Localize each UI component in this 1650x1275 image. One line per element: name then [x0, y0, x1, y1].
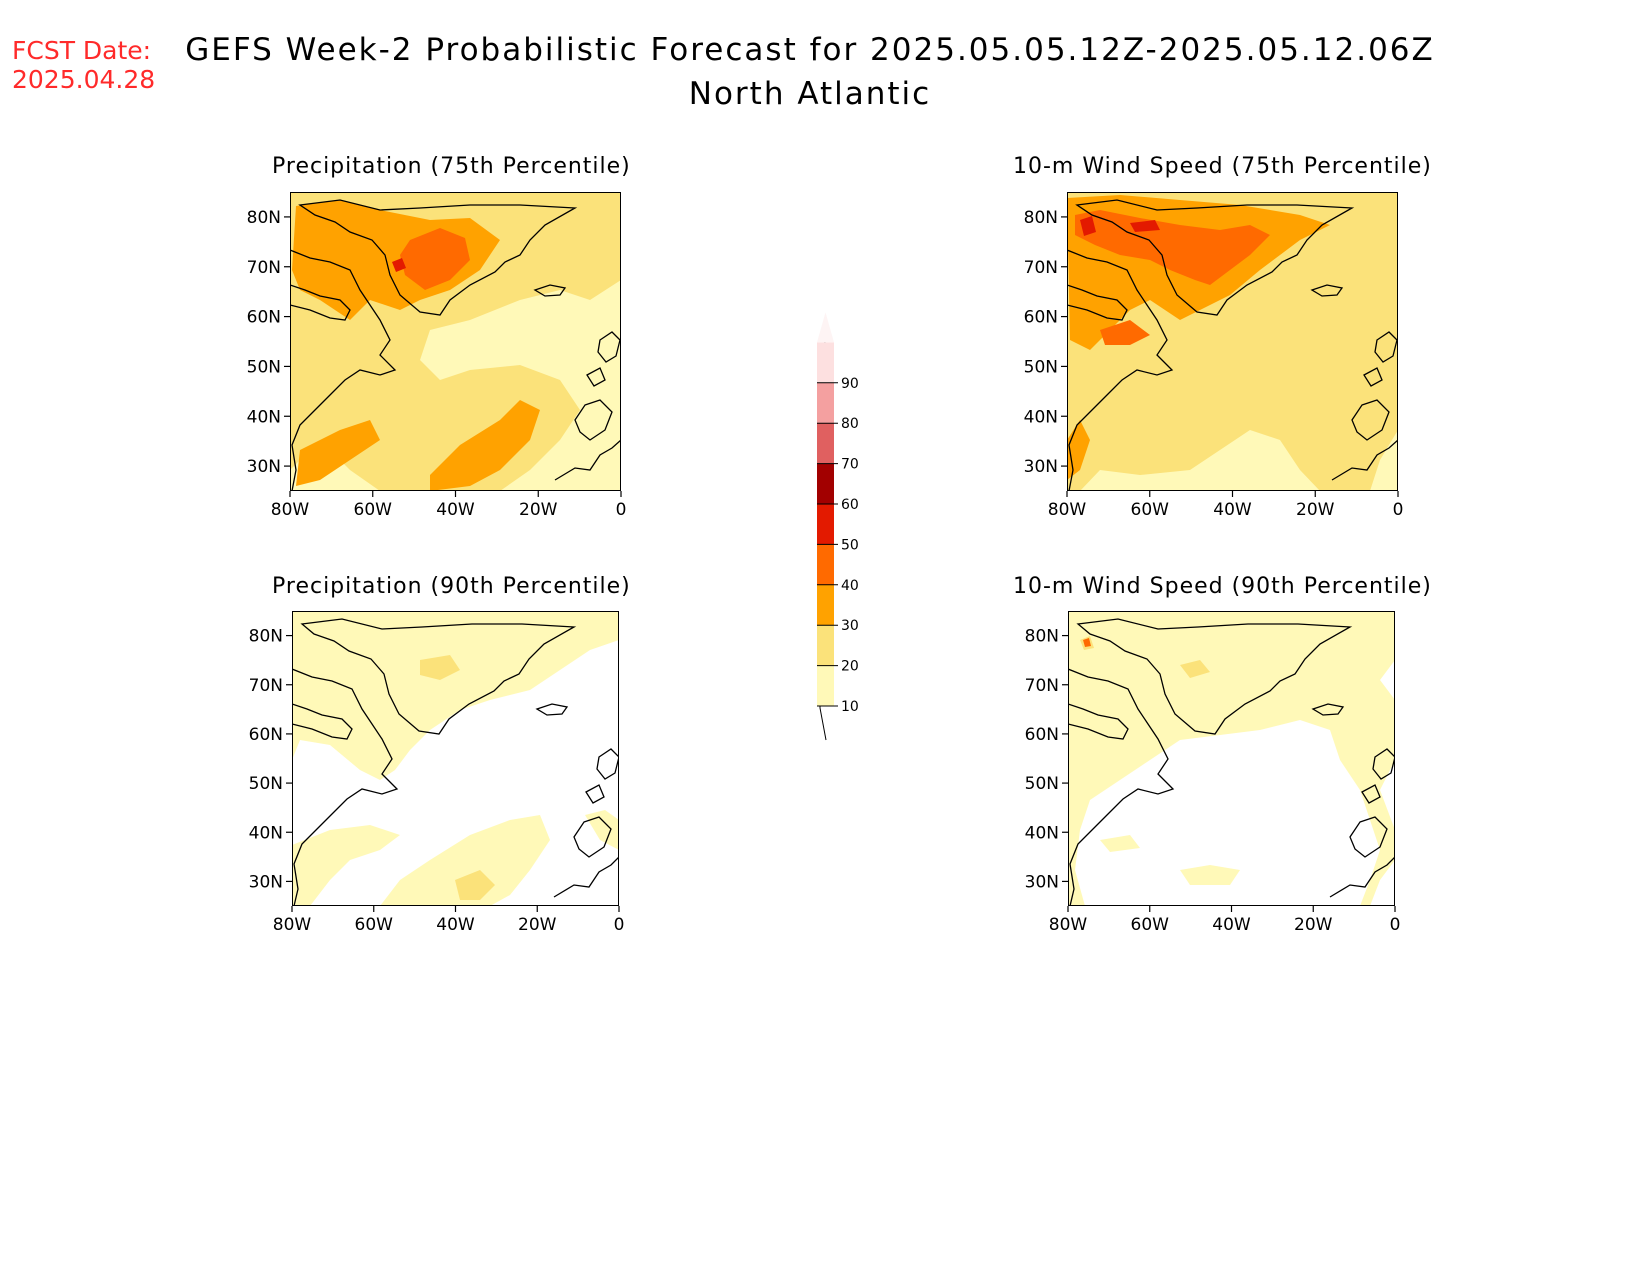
- lon-tick-label-wind-75: 80W: [1048, 500, 1087, 520]
- panel-title-precip-75: Precipitation (75th Percentile): [272, 154, 631, 179]
- lon-tick-label-wind-75: 20W: [1296, 500, 1335, 520]
- lat-tick-label-wind-90: 60N: [1025, 725, 1059, 745]
- panel-title-wind-90: 10-m Wind Speed (90th Percentile): [1013, 574, 1432, 599]
- lat-tick-label-precip-90: 60N: [249, 725, 283, 745]
- colorbar-swatch-7: [817, 382, 834, 424]
- lat-tick-label-precip-90: 40N: [249, 823, 283, 843]
- colorbar-swatch-8: [817, 342, 834, 383]
- fcst-date: 2025.04.28: [12, 65, 156, 94]
- lon-tick-label-wind-90: 0: [1390, 915, 1401, 935]
- colorbar-swatch-6: [817, 423, 834, 464]
- lat-tick-label-wind-75: 80N: [1024, 208, 1058, 228]
- colorbar-swatch-1: [817, 625, 834, 666]
- colorbar-label: 10: [841, 699, 859, 715]
- lon-tick-label-precip-75: 40W: [436, 500, 475, 520]
- colorbar-label: 60: [841, 497, 859, 513]
- colorbar-swatch-5: [817, 463, 834, 504]
- forecast-date-label: FCST Date: 2025.04.28: [12, 36, 155, 94]
- lat-tick-label-precip-90: 30N: [249, 872, 283, 892]
- map-wind-90: [1068, 611, 1395, 906]
- lat-tick-label-wind-90: 50N: [1025, 774, 1059, 794]
- lon-tick-label-precip-90: 0: [614, 915, 625, 935]
- panel-title-precip-90: Precipitation (90th Percentile): [272, 574, 631, 599]
- colorbar-label: 50: [841, 537, 859, 553]
- lat-tick-label-wind-90: 70N: [1025, 676, 1059, 696]
- colorbar-label: 40: [841, 578, 859, 594]
- lon-tick-label-precip-75: 60W: [354, 500, 393, 520]
- map-wind-75: [1067, 192, 1398, 491]
- lon-tick-label-precip-90: 20W: [518, 915, 557, 935]
- lat-tick-label-precip-75: 70N: [247, 258, 281, 278]
- lat-tick-label-precip-90: 50N: [249, 774, 283, 794]
- main-title: GEFS Week-2 Probabilistic Forecast for 2…: [185, 32, 1435, 68]
- lat-tick-label-precip-75: 40N: [247, 407, 281, 427]
- coastlines: [1067, 199, 1398, 491]
- lon-tick-label-precip-75: 80W: [271, 500, 310, 520]
- lat-tick-label-wind-75: 70N: [1024, 258, 1058, 278]
- coastlines: [1068, 618, 1395, 906]
- lat-tick-label-wind-90: 30N: [1025, 872, 1059, 892]
- lat-tick-label-wind-90: 40N: [1025, 823, 1059, 843]
- colorbar-label: 70: [841, 457, 859, 473]
- colorbar: 10 20 30 40 50 60 70 80 90: [817, 312, 859, 741]
- lon-tick-label-wind-75: 60W: [1131, 500, 1170, 520]
- colorbar-label: 80: [841, 416, 859, 432]
- colorbar-label: 20: [841, 659, 859, 675]
- lat-tick-label-precip-75: 30N: [247, 457, 281, 477]
- region-title: North Atlantic: [688, 76, 932, 112]
- lon-tick-label-wind-90: 80W: [1049, 915, 1088, 935]
- colorbar-label: 90: [841, 376, 859, 392]
- field-40-50: [1075, 210, 1270, 285]
- lon-tick-label-precip-75: 0: [616, 500, 627, 520]
- lat-tick-label-wind-75: 50N: [1024, 357, 1058, 377]
- lon-tick-label-wind-90: 20W: [1294, 915, 1333, 935]
- lat-tick-label-wind-75: 60N: [1024, 308, 1058, 328]
- lat-tick-label-wind-75: 30N: [1024, 457, 1058, 477]
- lat-tick-label-wind-75: 40N: [1024, 407, 1058, 427]
- map-precip-90: [292, 611, 619, 906]
- colorbar-label: 30: [841, 618, 859, 634]
- lon-tick-label-precip-75: 20W: [519, 500, 558, 520]
- colorbar-swatch-3: [817, 544, 834, 585]
- panel-title-wind-75: 10-m Wind Speed (75th Percentile): [1013, 154, 1432, 179]
- lat-tick-label-precip-75: 50N: [247, 357, 281, 377]
- fcst-label: FCST Date:: [12, 36, 152, 65]
- lat-tick-label-precip-75: 60N: [247, 308, 281, 328]
- lat-tick-label-wind-90: 80N: [1025, 627, 1059, 647]
- coastlines: [292, 618, 619, 906]
- lat-tick-label-precip-75: 80N: [247, 208, 281, 228]
- field-30-40: [292, 200, 500, 320]
- colorbar-swatch-4: [817, 504, 834, 545]
- colorbar-swatch-2: [817, 584, 834, 626]
- map-precip-75: [290, 192, 621, 491]
- lon-tick-label-precip-90: 80W: [273, 915, 312, 935]
- field-10-20: [292, 611, 619, 780]
- lon-tick-label-wind-75: 40W: [1213, 500, 1252, 520]
- colorbar-swatch-0: [817, 665, 834, 706]
- lat-tick-label-precip-90: 80N: [249, 627, 283, 647]
- lon-tick-label-precip-90: 60W: [355, 915, 394, 935]
- lon-tick-label-precip-90: 40W: [436, 915, 475, 935]
- field-40-50: [400, 228, 470, 290]
- lat-tick-label-precip-90: 70N: [249, 676, 283, 696]
- lon-tick-label-wind-90: 60W: [1131, 915, 1170, 935]
- lon-tick-label-wind-90: 40W: [1212, 915, 1251, 935]
- colorbar-top-cap: [817, 312, 834, 343]
- field-10-20: [1068, 611, 1395, 906]
- lon-tick-label-wind-75: 0: [1393, 500, 1404, 520]
- coastlines: [290, 199, 621, 491]
